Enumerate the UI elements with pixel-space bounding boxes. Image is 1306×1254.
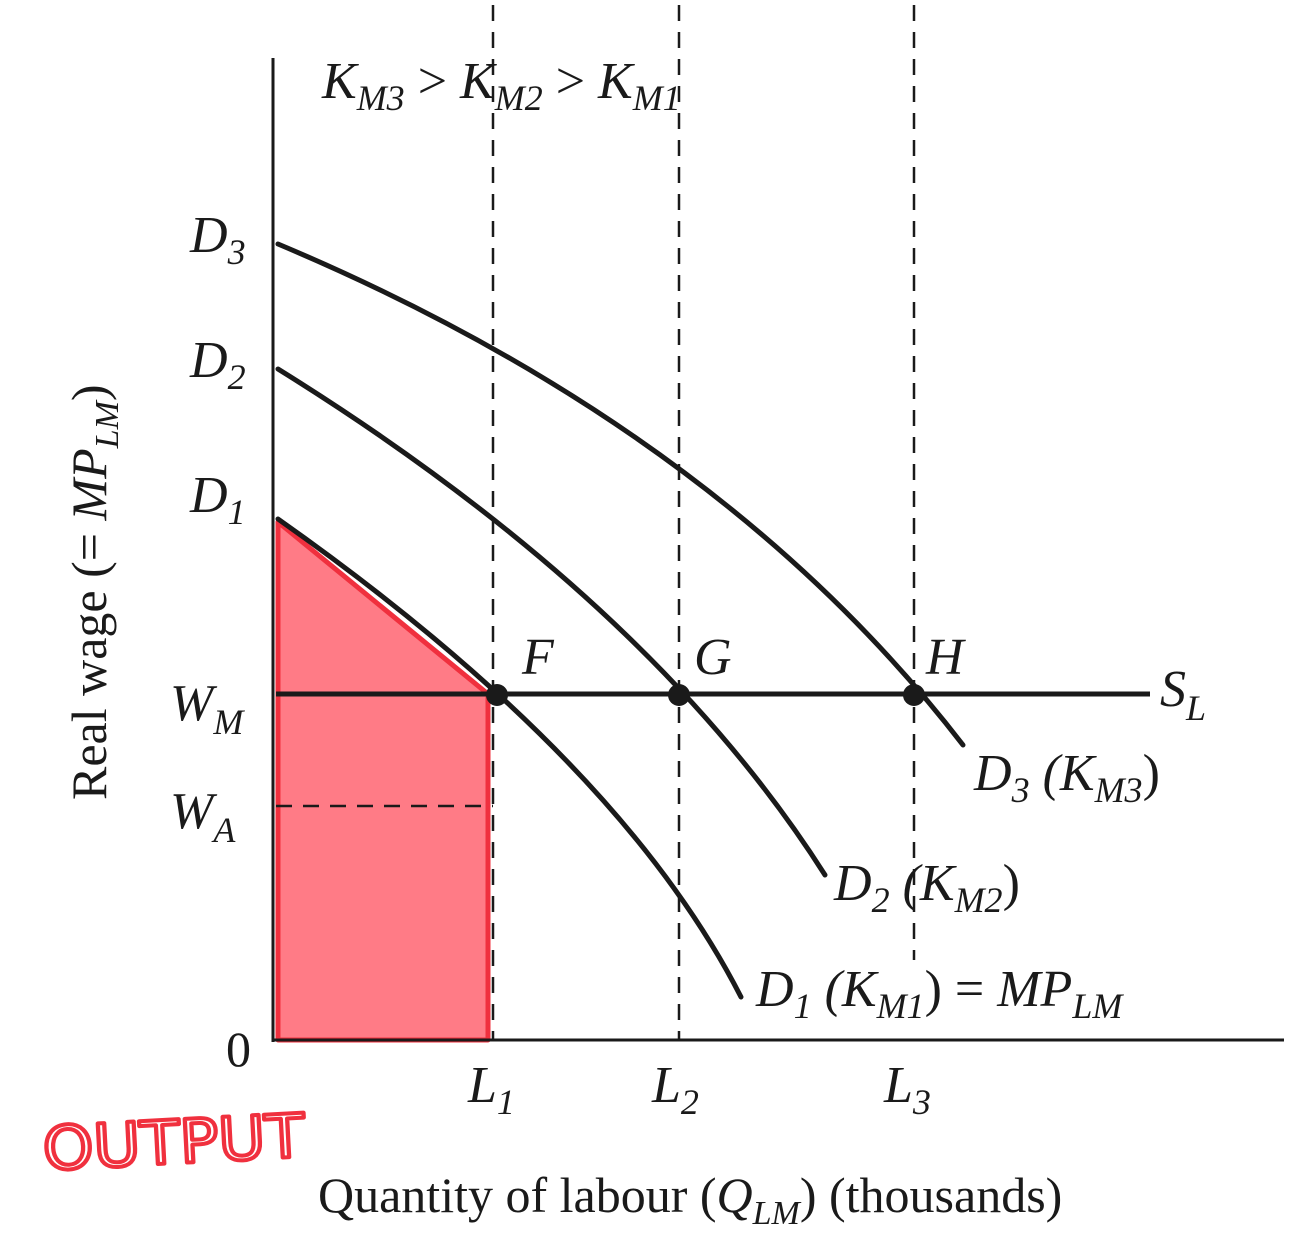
y-tick-d2: D2	[189, 332, 246, 397]
y-tick-zero: 0	[226, 1021, 251, 1077]
output-annotation: OUTPUT	[41, 1101, 307, 1185]
capital-condition: KM3 > KM2 > KM1	[321, 53, 681, 118]
curve-label-d1: D1 (KM1) = MPLM	[755, 961, 1124, 1026]
demand-curve-d3	[275, 241, 966, 748]
demand-curve-d2	[275, 366, 828, 878]
point-g-marker	[668, 684, 690, 706]
point-f-label: F	[521, 629, 555, 686]
x-axis-label: Quantity of labour (QLM) (thousands)	[318, 1167, 1062, 1232]
point-f-marker	[486, 684, 508, 706]
y-tick-wm: WM	[170, 675, 245, 742]
y-tick-d1: D1	[189, 467, 246, 532]
demand-curve-d1	[275, 516, 744, 1000]
y-axis-label: Real wage (= MPLM)	[61, 384, 126, 800]
curve-label-d3: D3 (KM3)	[973, 745, 1160, 810]
point-h-marker	[903, 684, 925, 706]
x-tick-l3: L3	[883, 1057, 931, 1122]
point-g-label: G	[694, 629, 732, 686]
point-h-label: H	[925, 629, 966, 686]
x-tick-l1: L1	[467, 1057, 515, 1122]
supply-label: SL	[1160, 661, 1206, 728]
y-tick-d3: D3	[189, 207, 246, 272]
y-tick-wa: WA	[170, 783, 236, 850]
curve-label-d2: D2 (KM2)	[833, 855, 1020, 920]
x-tick-l2: L2	[651, 1057, 699, 1122]
